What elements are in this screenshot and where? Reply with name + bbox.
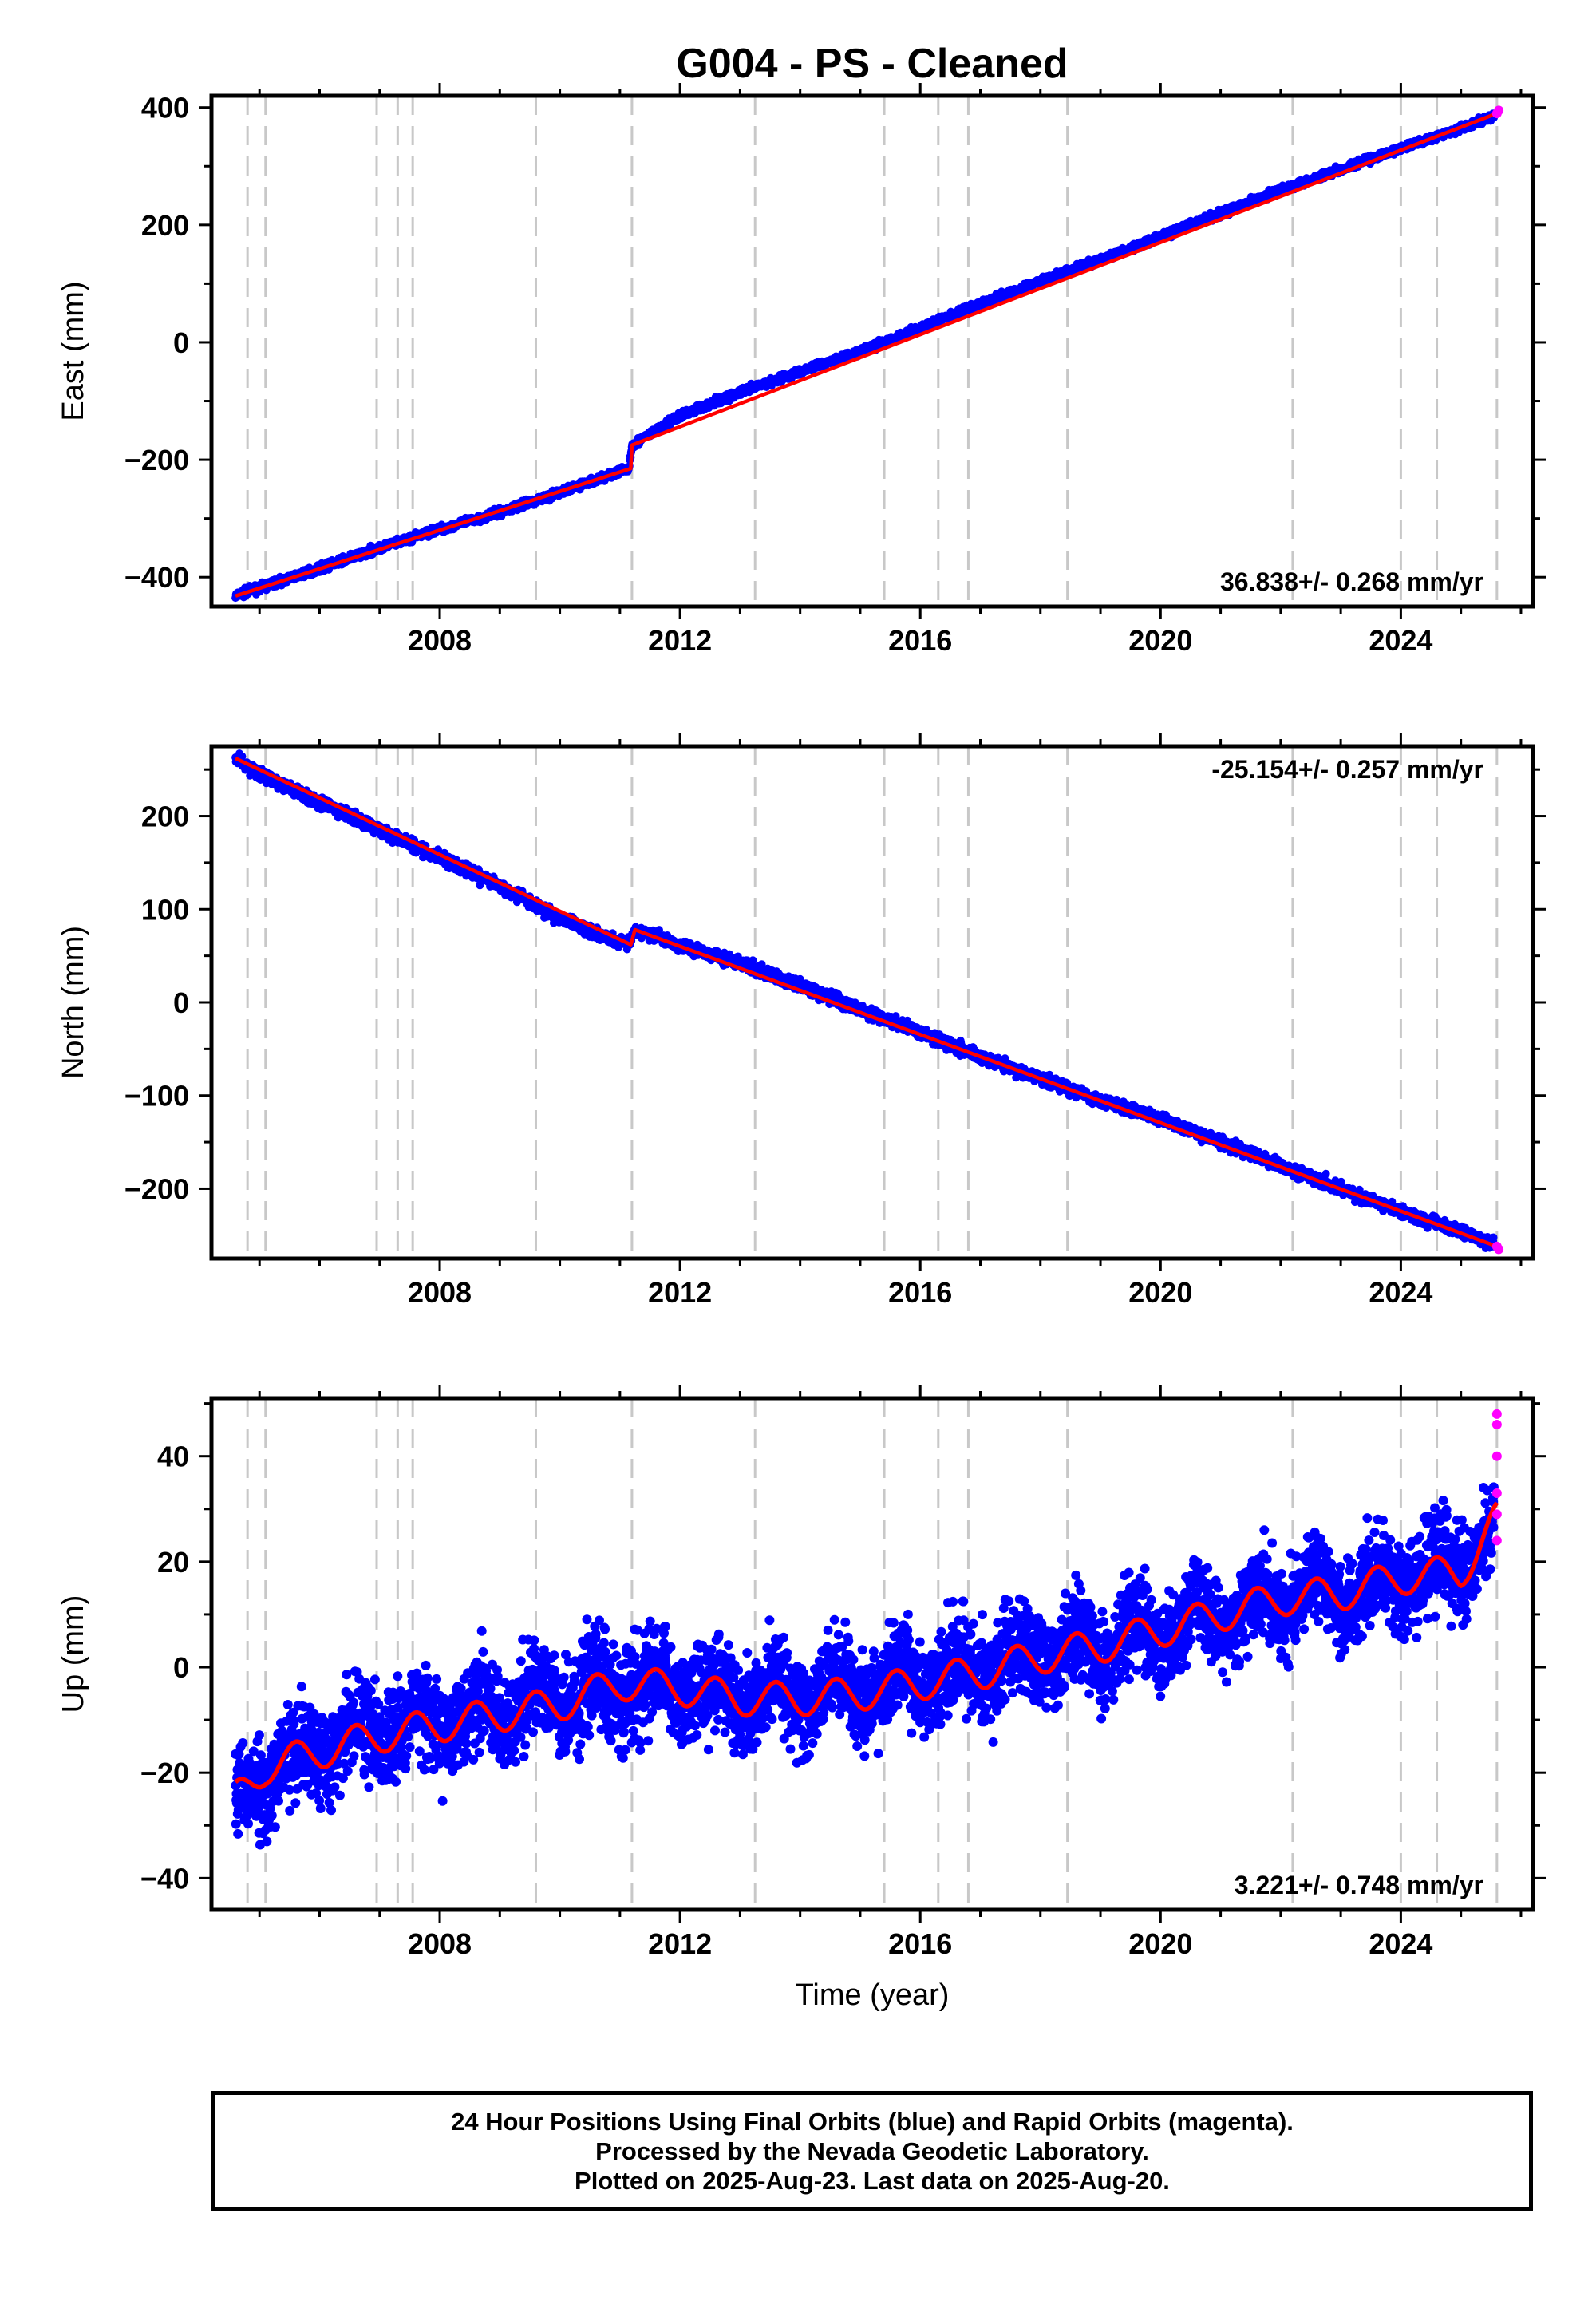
rapid-orbits-series [1491,105,1504,119]
figure-title: G004 - PS - Cleaned [676,41,1068,87]
plot-area [231,96,1504,607]
y-tick-label: −400 [124,561,189,594]
x-tick-label: 2008 [408,624,472,657]
y-tick-label: −200 [124,444,189,476]
x-tick-label: 2016 [888,624,952,657]
panel-north: 2008 2012 2016 2020 2024−200−1000100200North… [57,733,1546,1309]
y-tick-label: 0 [173,326,189,359]
velocity-label: 36.838+/- 0.268 mm/yr [1220,567,1483,596]
panel-east: 2008 2012 2016 2020 2024 −400 −200 0 200 400 East … [57,83,1546,657]
x-tick-label: 2012 [648,624,712,657]
x-tick-label: 2024 [1369,624,1432,657]
y-tick-label: 200 [141,209,189,242]
y-axis-label: East (mm) [57,281,90,421]
model-fit-line [234,112,1499,598]
y-tick-label: 400 [141,92,189,124]
plot-area [231,746,1504,1259]
rapid-orbit-point [1494,105,1504,116]
x-tick-label: 2020 [1128,624,1192,657]
